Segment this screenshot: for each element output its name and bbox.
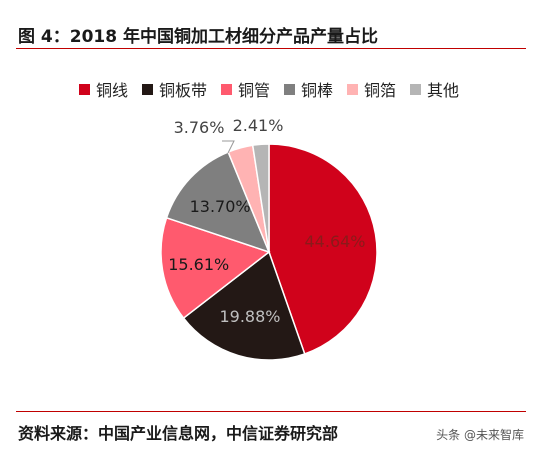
legend-item-copper-foil: 铜箔 (347, 77, 396, 101)
legend: 铜线 铜板带 铜管 铜棒 铜箔 其他 (0, 77, 538, 101)
pie-slice-0 (268, 143, 378, 355)
source-divider (16, 411, 526, 412)
pie-label-4: 3.76% (174, 118, 225, 137)
legend-label: 其他 (427, 81, 460, 100)
legend-label: 铜管 (237, 81, 270, 100)
pie-label-3: 13.70% (190, 197, 251, 216)
legend-label: 铜线 (95, 81, 128, 100)
chart-title: 图 4：2018 年中国铜加工材细分产品产量占比 (18, 27, 378, 47)
legend-item-copper-wire: 铜线 (78, 77, 128, 101)
legend-label: 铜板带 (158, 81, 207, 100)
pie-slice-5 (251, 143, 270, 253)
legend-swatch (141, 83, 153, 95)
pie-label-5: 2.41% (233, 116, 284, 135)
legend-swatch (78, 83, 90, 95)
legend-item-copper-strip: 铜板带 (141, 77, 207, 101)
legend-swatch (220, 83, 232, 95)
legend-swatch (284, 83, 295, 95)
watermark: 头条 @未来智库 (436, 428, 524, 442)
pie-slice-3 (165, 151, 271, 254)
pie-slices (160, 143, 378, 361)
pie-label-1: 19.88% (219, 307, 280, 326)
title-divider (16, 48, 526, 49)
leader-line-4 (222, 140, 235, 154)
pie-slice-2 (160, 216, 271, 320)
pie-slice-1 (182, 250, 306, 361)
pie-labels: 44.64% 19.88% 15.61% 13.70% 3.76% 2.41% (168, 116, 365, 326)
source-note: 资料来源：中国产业信息网，中信证券研究部 (18, 424, 339, 443)
legend-item-copper-rod: 铜棒 (284, 77, 333, 101)
legend-label: 铜箔 (364, 81, 397, 100)
legend-item-other: 其他 (410, 77, 459, 101)
legend-swatch (347, 83, 359, 95)
pie-label-0: 44.64% (305, 232, 366, 251)
legend-swatch (410, 83, 422, 95)
legend-label: 铜棒 (301, 81, 334, 100)
pie-label-2: 15.61% (168, 255, 229, 274)
legend-item-copper-tube: 铜管 (220, 77, 270, 101)
